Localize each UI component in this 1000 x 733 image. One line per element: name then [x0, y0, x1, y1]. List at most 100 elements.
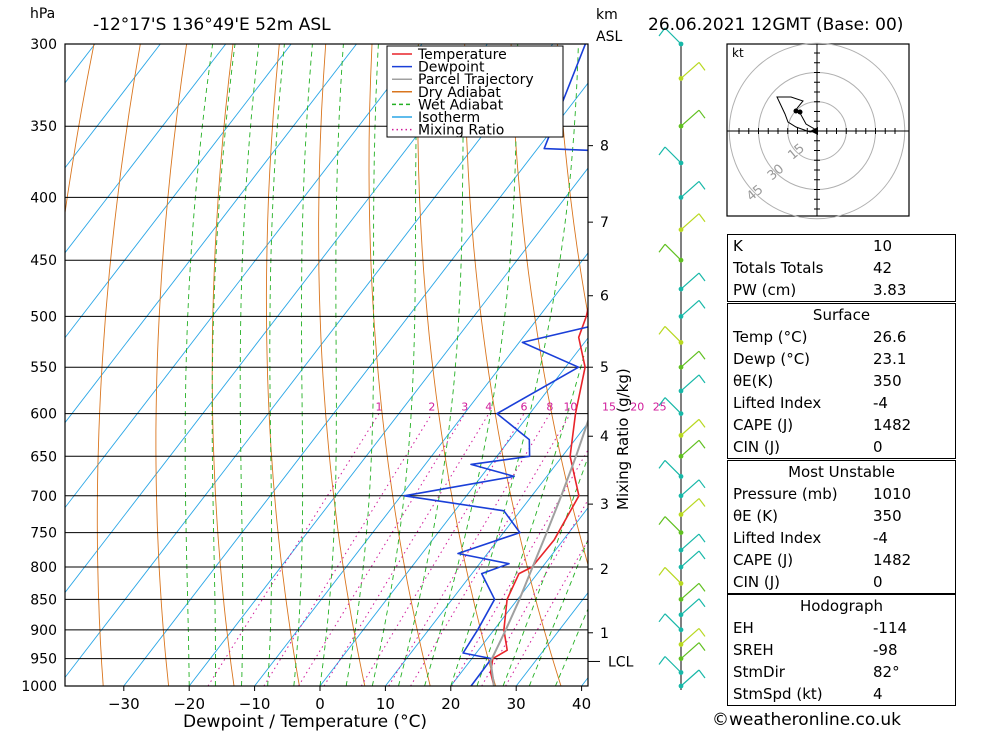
- wind-barb: [678, 213, 706, 233]
- legend-entry: Mixing Ratio: [418, 123, 504, 139]
- pressure-tick-label: 550: [30, 360, 57, 376]
- wind-barb-dot: [678, 227, 684, 233]
- wind-barb-flag: [698, 550, 706, 560]
- x-tick-label: −30: [108, 695, 140, 713]
- wind-barb: [658, 516, 684, 535]
- mixing-ratio-label: 10: [563, 401, 577, 414]
- wind-barb-dot: [678, 195, 684, 200]
- wind-barb: [678, 439, 706, 459]
- wind-barb: [658, 397, 684, 417]
- wind-barb-dot: [678, 160, 684, 166]
- pressure-tick-label: 650: [30, 449, 57, 465]
- wind-barb-flag: [698, 669, 706, 679]
- mixing-ratio-label: 8: [546, 401, 553, 414]
- hodograph-point: [793, 108, 799, 114]
- wind-barb-staff: [680, 498, 700, 515]
- wind-barb-staff: [680, 350, 700, 368]
- wind-barb-flag: [698, 498, 706, 507]
- wind-barb: [658, 243, 684, 263]
- legend-entry: Temperature: [417, 47, 507, 63]
- surface-row: Temp (°C) 26.6: [733, 328, 907, 346]
- wind-barb-dot: [678, 76, 684, 81]
- surface-row: CAPE (J) 1482: [733, 416, 912, 434]
- wind-barb-dot: [678, 493, 684, 499]
- wind-barb-dot: [678, 564, 684, 570]
- dry-adiabat-line: [211, 44, 235, 686]
- hodograph-row: StmSpd (kt) 4: [733, 685, 883, 703]
- pressure-tick-label: 300: [30, 37, 57, 53]
- wind-barb-dot: [678, 656, 684, 662]
- km-axis: 1 2 3 4 5 6 7 8 LCL: [588, 139, 634, 670]
- wind-barb-staff: [680, 418, 700, 436]
- wet-adiabat-line: [293, 44, 313, 686]
- mixing-ratio-axis-title: Mixing Ratio (g/kg): [614, 368, 632, 510]
- mixing-ratio-line: [360, 413, 525, 686]
- hodograph-title: Hodograph: [799, 597, 884, 615]
- x-tick-label: 20: [441, 695, 460, 713]
- pressure-tick-label: 1000: [21, 679, 57, 695]
- wind-barb-dot: [678, 474, 684, 479]
- hodograph-box: Hodograph EH -114 SREH -98 StmDir 82° StmSp…: [727, 594, 956, 706]
- wind-barb-dot: [678, 596, 684, 602]
- wind-barb-flag: [698, 300, 706, 309]
- wind-barb-dot: [678, 340, 684, 345]
- wind-barb-staff: [680, 109, 700, 127]
- mixing-ratio-label: 2: [428, 401, 435, 414]
- wind-barb: [658, 613, 684, 633]
- pressure-unit-label: hPa: [30, 6, 55, 22]
- wind-barb-dot: [678, 581, 684, 586]
- wind-barb-flag: [698, 62, 706, 71]
- x-tick-label: 0: [315, 695, 325, 713]
- wet-adiabat-line: [239, 44, 260, 686]
- wind-barb-staff: [664, 397, 682, 415]
- wind-barb-staff: [664, 146, 682, 164]
- wind-barb-flag: [658, 326, 666, 335]
- wind-barb-dot: [678, 432, 684, 438]
- wind-barb-dot: [678, 364, 684, 370]
- surface-row: Dewp (°C) 23.1: [733, 350, 907, 368]
- pressure-tick-label: 800: [30, 560, 57, 576]
- mixing-ratio-label: 25: [653, 401, 667, 414]
- mixing-ratio-line: [323, 413, 490, 686]
- isotherm-line: [65, 44, 357, 424]
- wind-barb-staff: [680, 299, 700, 317]
- mixing-ratio-label: 4: [485, 401, 492, 414]
- wind-barb: [678, 627, 706, 647]
- pressure-tick-label: 900: [30, 623, 57, 639]
- wind-barb-staff: [680, 582, 700, 600]
- wind-barb-staff: [680, 213, 700, 231]
- wind-barb-flag: [698, 598, 706, 608]
- hodograph-row: EH -114: [733, 619, 908, 637]
- wind-barb-flag: [698, 419, 706, 428]
- wind-barb: [678, 550, 706, 570]
- km-tick-label: 4: [600, 429, 609, 445]
- wind-barb-dot: [678, 683, 684, 689]
- parcel-trajectory-line: [489, 418, 588, 686]
- wind-barb-staff: [680, 550, 700, 568]
- copyright-link[interactable]: ©weatheronline.co.uk: [712, 710, 902, 730]
- wind-barb-flag: [658, 460, 666, 469]
- x-axis-title: Dewpoint / Temperature (°C): [183, 712, 427, 732]
- hodograph-row: StmDir 82°: [733, 663, 900, 681]
- wind-barb-flag: [658, 567, 666, 576]
- wind-barb-staff: [680, 627, 700, 645]
- wind-barb-flag: [698, 272, 706, 282]
- legend-entry: Dewpoint: [418, 60, 485, 76]
- wind-barb-staff: [664, 516, 682, 534]
- isotherm-line: [385, 422, 588, 686]
- wet-adiabat-line: [319, 44, 344, 686]
- most-unstable-row: CAPE (J) 1482: [733, 551, 912, 569]
- temperature-axis: −30 −20 −10 0 10 20 30 40: [108, 686, 591, 713]
- wind-barbs: [658, 27, 706, 690]
- most-unstable-row: Lifted Index -4: [733, 529, 888, 547]
- wind-barb: [658, 459, 684, 479]
- wind-barb: [678, 582, 706, 602]
- wind-barb: [658, 566, 684, 586]
- x-tick-label: 10: [376, 695, 395, 713]
- wind-barb-staff: [664, 566, 682, 584]
- most-unstable-row: CIN (J) 0: [733, 573, 883, 591]
- temperature-line: [489, 304, 588, 686]
- lcl-label: LCL: [608, 654, 634, 670]
- asl-label: ASL: [596, 29, 622, 45]
